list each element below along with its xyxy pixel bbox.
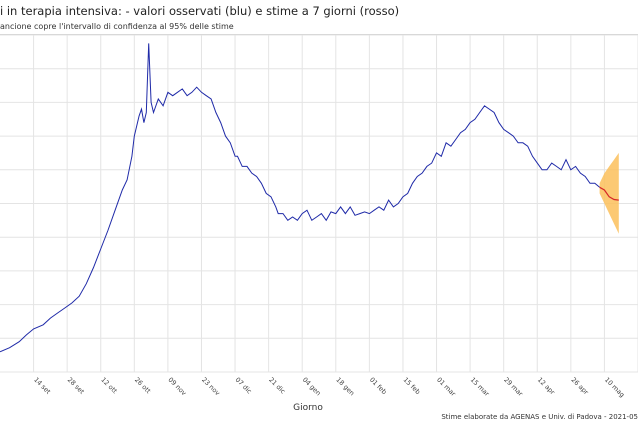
x-tick-label: 10 mag [603,376,626,399]
x-tick-label: 23 nov [200,376,222,398]
x-tick-label: 04 gen [301,376,323,398]
x-tick-label: 01 feb [368,376,388,396]
x-axis-ticks: 14 set 28 set 12 ott 26 ott 09 nov 23 nov 07 d… [32,376,638,399]
x-tick-label: 26 ott [133,376,153,396]
x-tick-label: 12 ott [99,376,119,396]
chart-subtitle: ancione copre l'intervallo di confidenza… [0,22,234,31]
x-tick-label: 07 dic [234,376,254,396]
x-tick-label: 26 apr [569,376,590,397]
chart-title: i in terapia intensiva: - valori osserva… [0,4,400,18]
x-tick-label: 14 set [32,376,52,396]
source-note: Stime elaborate da AGENAS e Univ. di Pad… [441,413,638,421]
observed-series-line [0,43,600,353]
x-tick-label: 21 dic [267,376,287,396]
x-tick-label: 12 apr [536,376,557,397]
x-tick-label: 18 gen [334,376,356,398]
confidence-band [599,152,619,234]
x-tick-label: 29 mar [502,376,524,398]
x-tick-label: 28 set [66,376,86,396]
x-tick-label: 15 mar [469,376,491,398]
x-axis-label: Giorno [293,403,323,413]
grid [0,34,638,373]
x-tick-label: 15 feb [402,376,422,396]
x-tick-label: 09 nov [166,376,188,398]
x-tick-label: 01 mar [435,376,457,398]
estimate-series-line [599,186,619,201]
